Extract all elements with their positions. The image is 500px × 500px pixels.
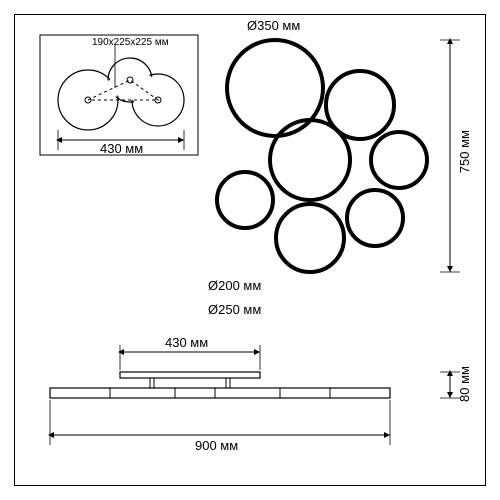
- label-height: 750 мм: [457, 130, 472, 173]
- page: 190x225x225 мм 430 мм Ø350 мм Ø200 мм Ø2…: [0, 0, 500, 500]
- label-ring-medium: Ø250 мм: [208, 302, 261, 317]
- label-base-plate: 430 мм: [100, 141, 143, 156]
- outer-frame: [14, 14, 486, 486]
- label-side-base: 430 мм: [165, 335, 208, 350]
- label-overall: 900 мм: [195, 438, 238, 453]
- label-ring-small: Ø200 мм: [208, 278, 261, 293]
- label-thickness: 80 мм: [457, 366, 472, 402]
- label-triangle-dims: 190x225x225 мм: [92, 37, 169, 48]
- label-ring-large: Ø350 мм: [247, 18, 300, 33]
